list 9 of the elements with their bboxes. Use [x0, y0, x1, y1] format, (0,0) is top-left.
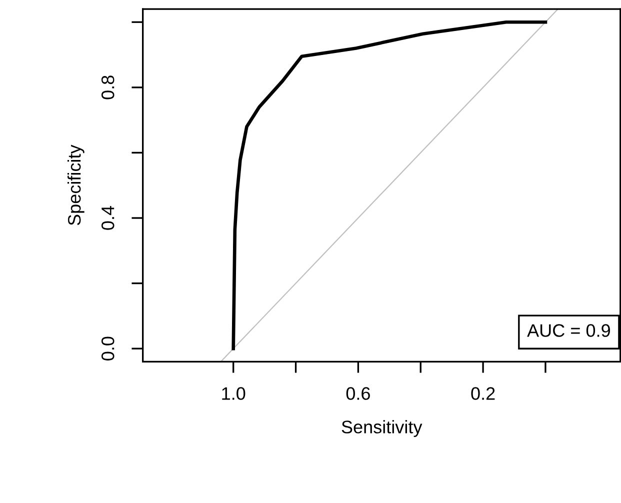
x-axis-title: Sensitivity: [342, 420, 422, 437]
y-tick-label: 0.0: [101, 336, 114, 360]
y-axis-title: Specificity: [68, 144, 84, 226]
x-tick-label: 0.2: [471, 387, 495, 400]
y-tick-label: 0.4: [101, 206, 114, 230]
x-tick-label: 1.0: [222, 387, 246, 400]
annotation: AUC = 0.9: [527, 324, 610, 337]
y-tick-label: 0.8: [101, 76, 114, 100]
x-tick-label: 0.6: [346, 387, 370, 400]
